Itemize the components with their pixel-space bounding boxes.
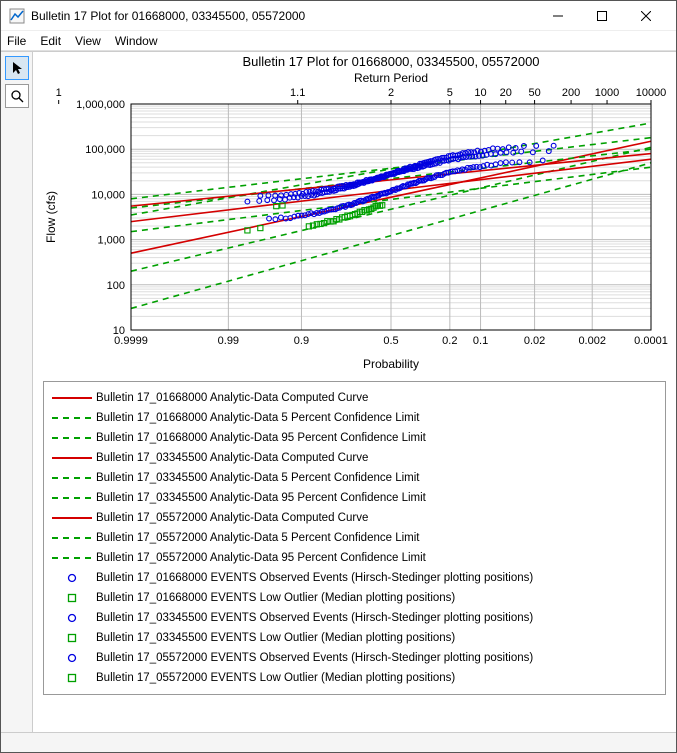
legend: Bulletin 17_01668000 Analytic-Data Compu… bbox=[43, 381, 666, 695]
svg-text:1000: 1000 bbox=[595, 87, 619, 99]
legend-item[interactable]: Bulletin 17_03345500 EVENTS Observed Eve… bbox=[50, 608, 659, 628]
legend-item[interactable]: Bulletin 17_01668000 EVENTS Observed Eve… bbox=[50, 568, 659, 588]
legend-label: Bulletin 17_01668000 EVENTS Observed Eve… bbox=[94, 572, 533, 584]
legend-swatch bbox=[50, 552, 94, 564]
menu-window[interactable]: Window bbox=[115, 34, 158, 48]
close-button[interactable] bbox=[624, 1, 668, 31]
svg-text:0.1: 0.1 bbox=[473, 335, 488, 347]
svg-text:0.99: 0.99 bbox=[218, 335, 239, 347]
svg-text:Return Period: Return Period bbox=[354, 71, 428, 85]
legend-label: Bulletin 17_05572000 Analytic-Data 5 Per… bbox=[94, 532, 419, 544]
window-title: Bulletin 17 Plot for 01668000, 03345500,… bbox=[31, 9, 536, 23]
legend-label: Bulletin 17_01668000 Analytic-Data Compu… bbox=[94, 392, 368, 404]
app-window: Bulletin 17 Plot for 01668000, 03345500,… bbox=[0, 0, 677, 753]
svg-text:1: 1 bbox=[56, 87, 62, 99]
legend-swatch bbox=[50, 392, 94, 404]
chart-area[interactable]: 10 100 1,000 10,000 100,000 1,000,000 0.9999 0.… bbox=[39, 52, 670, 375]
svg-text:2: 2 bbox=[388, 87, 394, 99]
legend-label: Bulletin 17_03345500 EVENTS Observed Eve… bbox=[94, 612, 533, 624]
legend-item[interactable]: Bulletin 17_05572000 Analytic-Data 95 Pe… bbox=[50, 548, 659, 568]
legend-item[interactable]: Bulletin 17_05572000 EVENTS Low Outlier … bbox=[50, 668, 659, 688]
legend-label: Bulletin 17_01668000 EVENTS Low Outlier … bbox=[94, 592, 455, 604]
svg-text:0.002: 0.002 bbox=[578, 335, 606, 347]
legend-swatch bbox=[50, 652, 94, 664]
main-panel: 10 100 1,000 10,000 100,000 1,000,000 0.9999 0.… bbox=[33, 52, 676, 732]
menu-edit[interactable]: Edit bbox=[40, 34, 61, 48]
svg-text:5: 5 bbox=[447, 87, 453, 99]
svg-text:10: 10 bbox=[474, 87, 486, 99]
legend-item[interactable]: Bulletin 17_05572000 Analytic-Data Compu… bbox=[50, 508, 659, 528]
svg-text:0.2: 0.2 bbox=[442, 335, 457, 347]
legend-label: Bulletin 17_05572000 EVENTS Low Outlier … bbox=[94, 672, 455, 684]
legend-swatch bbox=[50, 412, 94, 424]
legend-swatch bbox=[50, 592, 94, 604]
svg-text:50: 50 bbox=[528, 87, 540, 99]
legend-label: Bulletin 17_03345500 Analytic-Data Compu… bbox=[94, 452, 368, 464]
legend-label: Bulletin 17_03345500 Analytic-Data 5 Per… bbox=[94, 472, 419, 484]
svg-text:Flow (cfs): Flow (cfs) bbox=[44, 191, 58, 243]
legend-label: Bulletin 17_05572000 Analytic-Data 95 Pe… bbox=[94, 552, 426, 564]
legend-label: Bulletin 17_05572000 Analytic-Data Compu… bbox=[94, 512, 368, 524]
app-icon bbox=[9, 8, 25, 24]
menu-view[interactable]: View bbox=[75, 34, 101, 48]
legend-swatch bbox=[50, 492, 94, 504]
svg-text:0.9: 0.9 bbox=[294, 335, 309, 347]
svg-text:0.02: 0.02 bbox=[524, 335, 545, 347]
legend-swatch bbox=[50, 632, 94, 644]
legend-item[interactable]: Bulletin 17_03345500 EVENTS Low Outlier … bbox=[50, 628, 659, 648]
svg-text:10,000: 10,000 bbox=[91, 189, 125, 201]
legend-item[interactable]: Bulletin 17_01668000 EVENTS Low Outlier … bbox=[50, 588, 659, 608]
legend-swatch bbox=[50, 512, 94, 524]
legend-label: Bulletin 17_03345500 Analytic-Data 95 Pe… bbox=[94, 492, 426, 504]
toolstrip bbox=[1, 52, 33, 732]
titlebar: Bulletin 17 Plot for 01668000, 03345500,… bbox=[1, 1, 676, 31]
svg-text:0.0001: 0.0001 bbox=[634, 335, 668, 347]
minimize-button[interactable] bbox=[536, 1, 580, 31]
svg-text:100,000: 100,000 bbox=[85, 144, 125, 156]
svg-text:20: 20 bbox=[500, 87, 512, 99]
legend-swatch bbox=[50, 612, 94, 624]
legend-item[interactable]: Bulletin 17_05572000 Analytic-Data 5 Per… bbox=[50, 528, 659, 548]
menu-file[interactable]: File bbox=[7, 34, 26, 48]
probability-plot: 10 100 1,000 10,000 100,000 1,000,000 0.9999 0.… bbox=[39, 52, 669, 372]
legend-label: Bulletin 17_05572000 EVENTS Observed Eve… bbox=[94, 652, 533, 664]
legend-swatch bbox=[50, 472, 94, 484]
legend-item[interactable]: Bulletin 17_01668000 Analytic-Data Compu… bbox=[50, 388, 659, 408]
svg-text:1,000,000: 1,000,000 bbox=[76, 99, 125, 111]
menubar: File Edit View Window bbox=[1, 31, 676, 51]
legend-swatch bbox=[50, 672, 94, 684]
svg-text:1.1: 1.1 bbox=[290, 87, 305, 99]
content: 10 100 1,000 10,000 100,000 1,000,000 0.9999 0.… bbox=[1, 51, 676, 732]
zoom-tool[interactable] bbox=[5, 84, 29, 108]
statusbar bbox=[1, 732, 676, 752]
svg-text:1,000: 1,000 bbox=[97, 235, 125, 247]
legend-swatch bbox=[50, 432, 94, 444]
legend-item[interactable]: Bulletin 17_01668000 Analytic-Data 95 Pe… bbox=[50, 428, 659, 448]
window-controls bbox=[536, 1, 668, 31]
svg-text:Probability: Probability bbox=[363, 357, 419, 371]
legend-item[interactable]: Bulletin 17_03345500 Analytic-Data 95 Pe… bbox=[50, 488, 659, 508]
legend-item[interactable]: Bulletin 17_01668000 Analytic-Data 5 Per… bbox=[50, 408, 659, 428]
legend-item[interactable]: Bulletin 17_03345500 Analytic-Data Compu… bbox=[50, 448, 659, 468]
svg-text:Bulletin 17 Plot for 01668000,: Bulletin 17 Plot for 01668000, 03345500,… bbox=[242, 54, 539, 69]
legend-label: Bulletin 17_01668000 Analytic-Data 95 Pe… bbox=[94, 432, 426, 444]
legend-swatch bbox=[50, 532, 94, 544]
svg-text:0.9999: 0.9999 bbox=[114, 335, 148, 347]
legend-item[interactable]: Bulletin 17_03345500 Analytic-Data 5 Per… bbox=[50, 468, 659, 488]
svg-text:100: 100 bbox=[107, 280, 125, 292]
svg-text:0.5: 0.5 bbox=[383, 335, 398, 347]
legend-swatch bbox=[50, 572, 94, 584]
legend-item[interactable]: Bulletin 17_05572000 EVENTS Observed Eve… bbox=[50, 648, 659, 668]
pointer-tool[interactable] bbox=[5, 56, 29, 80]
maximize-button[interactable] bbox=[580, 1, 624, 31]
svg-text:10000: 10000 bbox=[636, 87, 667, 99]
legend-label: Bulletin 17_01668000 Analytic-Data 5 Per… bbox=[94, 412, 419, 424]
legend-swatch bbox=[50, 452, 94, 464]
svg-text:200: 200 bbox=[562, 87, 580, 99]
legend-label: Bulletin 17_03345500 EVENTS Low Outlier … bbox=[94, 632, 455, 644]
